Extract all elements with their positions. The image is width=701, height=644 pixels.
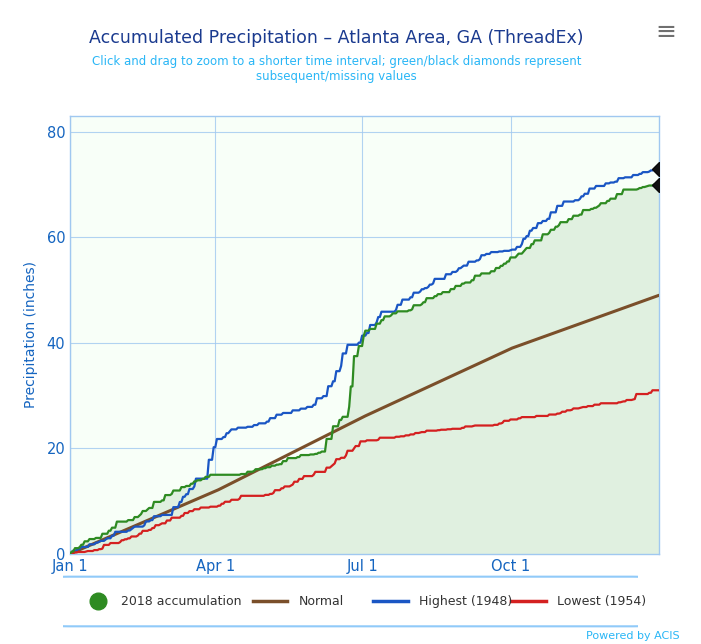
FancyBboxPatch shape [57, 576, 644, 627]
Text: Lowest (1954): Lowest (1954) [557, 595, 646, 608]
Text: Powered by ACIS: Powered by ACIS [586, 630, 680, 641]
Y-axis label: Precipitation (inches): Precipitation (inches) [24, 261, 38, 408]
Text: 2018 accumulation: 2018 accumulation [121, 595, 241, 608]
Text: Accumulated Precipitation – Atlanta Area, GA (ThreadEx): Accumulated Precipitation – Atlanta Area… [89, 29, 584, 47]
Text: Highest (1948): Highest (1948) [419, 595, 512, 608]
Text: ≡: ≡ [655, 20, 676, 44]
Text: Normal: Normal [299, 595, 344, 608]
Text: Click and drag to zoom to a shorter time interval; green/black diamonds represen: Click and drag to zoom to a shorter time… [92, 55, 581, 82]
